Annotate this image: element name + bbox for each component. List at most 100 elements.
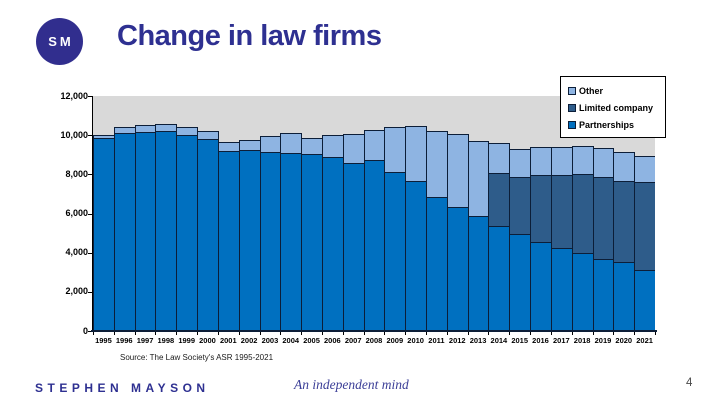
x-tick-mark [321,332,323,335]
legend-swatch-icon [568,86,576,95]
x-tick-label: 2004 [282,336,300,345]
x-tick-label: 2018 [573,336,591,345]
y-tick-label: 12,000 [60,90,88,101]
logo-circle: SM [36,18,83,65]
bar-segment-other [384,127,407,174]
x-tick-label: 1995 [95,336,112,345]
bar-column-2000 [197,96,219,331]
source-note: Source: The Law Society's ASR 1995-2021 [120,353,274,362]
x-tick-mark [550,332,552,335]
x-tick-mark [280,332,282,335]
bar-column-2011 [426,96,448,331]
x-tick-mark [342,332,344,335]
bar-segment-limited-company [530,175,552,243]
bar-segment-partnerships [488,226,511,331]
bar-segment-partnerships [509,234,532,331]
legend-swatch-icon [568,120,576,129]
x-tick-label: 2006 [324,336,341,345]
x-tick-label: 2007 [344,336,362,345]
x-tick-label: 2017 [552,336,570,345]
x-tick-label: 2020 [615,336,633,345]
bar-segment-partnerships [259,151,282,331]
x-tick-label: 2008 [365,336,383,345]
x-tick-label: 2001 [219,336,237,345]
bar-segment-other [613,151,636,183]
x-tick-label: 2015 [511,336,529,345]
x-tick-mark [259,332,261,335]
y-tick-mark [88,213,92,215]
bar-column-2010 [405,96,428,331]
legend-item-partnerships: Partnerships [568,116,659,133]
x-tick-label: 2016 [532,336,549,345]
x-tick-mark [384,332,386,335]
bar-segment-other [176,127,199,137]
bar-column-2005 [301,96,323,331]
y-tick-mark [88,291,92,293]
bar-segment-partnerships [197,139,219,331]
bar-segment-partnerships [155,131,178,331]
page-number: 4 [686,377,693,389]
bar-segment-other [530,146,552,177]
x-tick-mark [93,332,94,335]
bar-column-2021 [634,96,655,331]
bar-segment-other [134,125,157,134]
bar-segment-partnerships [363,159,386,331]
bar-segment-limited-company [488,173,511,228]
y-tick-label: 2,000 [65,286,88,297]
bar-column-2018 [571,96,594,331]
bar-segment-other [488,143,511,175]
bar-segment-partnerships [571,252,594,331]
bar-column-1999 [176,96,199,331]
bar-column-2002 [238,96,261,331]
y-tick-mark [88,96,92,97]
bar-segment-partnerships [93,138,115,331]
y-tick-mark [88,174,92,176]
bar-segment-partnerships [134,132,157,331]
x-tick-mark [217,332,219,335]
x-axis-line [91,330,657,332]
x-tick-label: 2021 [636,336,653,345]
bar-segment-partnerships [301,153,323,331]
bar-column-2007 [342,96,365,331]
x-tick-label: 2019 [594,336,612,345]
x-tick-mark [155,332,157,335]
y-tick-label: 6,000 [65,208,88,218]
bar-column-2012 [446,96,469,331]
bar-segment-limited-company [571,174,594,254]
bar-column-2008 [363,96,386,331]
bar-segment-other [280,133,303,154]
x-tick-mark [446,332,448,335]
bar-segment-other [571,145,594,176]
bar-segment-other [592,147,615,179]
x-tick-label: 1997 [136,336,154,345]
bar-segment-limited-company [550,175,573,249]
x-tick-mark [363,332,365,335]
bar-segment-partnerships [634,270,655,331]
bar-segment-other [509,148,532,179]
x-tick-mark [634,332,636,335]
bar-column-2020 [613,96,636,331]
x-tick-label: 2009 [386,336,404,345]
y-tick-mark [88,252,92,254]
x-tick-mark [197,332,199,335]
bar-segment-partnerships [342,162,365,331]
bar-segment-partnerships [384,172,407,331]
bar-segment-partnerships [592,258,615,331]
x-tick-label: 2011 [428,336,445,345]
bar-segment-other [363,130,386,161]
y-axis-line [92,96,93,332]
bar-column-2004 [280,96,303,331]
x-tick-mark [301,332,303,335]
x-tick-label: 1996 [115,336,133,345]
bar-segment-partnerships [280,152,303,331]
x-tick-mark [571,332,573,335]
bar-column-2006 [321,96,344,331]
x-tick-mark [238,332,240,335]
bar-segment-partnerships [405,181,428,331]
bar-column-2001 [217,96,240,331]
bar-segment-other [113,127,136,135]
chart-legend: Other Limited company Partnerships [560,76,666,138]
bar-column-2016 [530,96,552,331]
x-tick-mark [530,332,532,335]
bar-segment-partnerships [426,196,448,331]
